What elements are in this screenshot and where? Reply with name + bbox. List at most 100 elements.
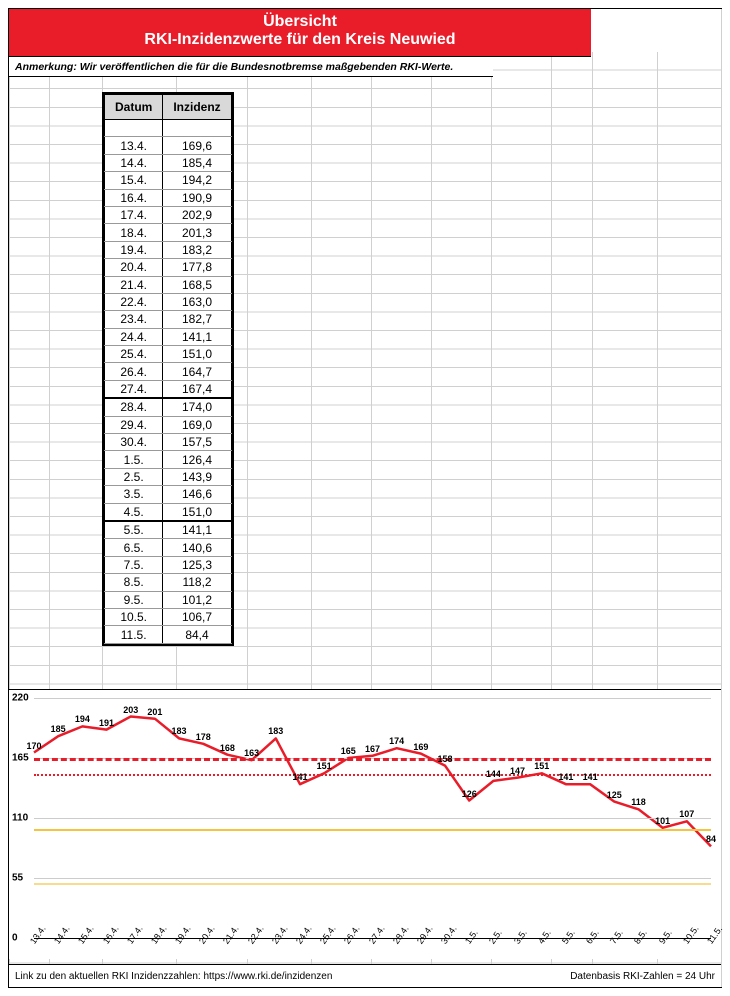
chart-point-label: 158 [438,754,453,764]
chart-reference-line [34,774,711,776]
table-row: 24.4. [105,328,163,345]
table-row: 190,9 [163,189,231,206]
table-row: 28.4. [105,398,163,416]
table-row: 202,9 [163,206,231,223]
table-row: 2.5. [105,468,163,485]
chart-point-label: 107 [679,809,694,819]
table-row: 177,8 [163,259,231,276]
chart-point-label: 169 [413,742,428,752]
table-row: 169,6 [163,137,231,154]
table-row: 146,6 [163,486,231,503]
table-row: 143,9 [163,468,231,485]
header-banner: Übersicht RKI-Inzidenzwerte für den Krei… [9,9,591,57]
footer-link-text: Link zu den aktuellen RKI Inzidenzzahlen… [15,971,332,982]
chart-point-label: 141 [292,772,307,782]
table-row: 3.5. [105,486,163,503]
chart-point-label: 167 [365,744,380,754]
table-row: 168,5 [163,276,231,293]
table-row: 22.4. [105,293,163,310]
table-row: 23.4. [105,311,163,328]
chart-ytick: 165 [12,753,29,764]
table-row: 126,4 [163,451,231,468]
table-row: 15.4. [105,172,163,189]
chart-point-label: 185 [51,724,66,734]
chart-point-label: 163 [244,748,259,758]
col-header-date: Datum [105,95,163,120]
chart-point-label: 178 [196,732,211,742]
table-row: 164,7 [163,363,231,380]
table-row: 151,0 [163,346,231,363]
table-row: 163,0 [163,293,231,310]
table-row: 26.4. [105,363,163,380]
table-row: 9.5. [105,591,163,608]
table-row: 118,2 [163,574,231,591]
chart-point-label: 147 [510,766,525,776]
table-row: 141,1 [163,328,231,345]
chart-point-label: 168 [220,743,235,753]
col-header-incidence: Inzidenz [163,95,231,120]
table-row: 201,3 [163,224,231,241]
table-row: 13.4. [105,137,163,154]
table-row: 157,5 [163,434,231,451]
table-row: 19.4. [105,241,163,258]
chart-ytick: 110 [12,813,28,824]
incidence-table: Datum Inzidenz 13.4.169,614.4.185,415.4.… [102,92,234,646]
chart-point-label: 126 [462,789,477,799]
chart-reference-line [34,883,711,885]
table-row: 140,6 [163,539,231,556]
table-row: 185,4 [163,154,231,171]
table-row [163,120,231,137]
table-row: 20.4. [105,259,163,276]
table-row: 141,1 [163,521,231,539]
table-row: 194,2 [163,172,231,189]
page: Übersicht RKI-Inzidenzwerte für den Krei… [8,8,722,988]
chart-ytick: 220 [12,693,29,704]
header-side-blank [591,9,721,52]
chart-point-label: 183 [268,726,283,736]
table-row [105,120,163,137]
table-row: 167,4 [163,380,231,398]
chart-point-label: 84 [706,834,716,844]
chart-point-label: 125 [607,790,622,800]
table-row: 174,0 [163,398,231,416]
table-row: 125,3 [163,556,231,573]
chart-point-label: 170 [26,741,41,751]
page-title-1: Übersicht [9,13,591,31]
chart-x-label: 13.4. [28,924,48,946]
table-row: 10.5. [105,608,163,625]
table-row: 183,2 [163,241,231,258]
chart-reference-line [34,829,711,831]
footer: Link zu den aktuellen RKI Inzidenzzahlen… [9,964,721,987]
chart-point-label: 191 [99,718,114,728]
table-row: 8.5. [105,574,163,591]
table-row: 7.5. [105,556,163,573]
table-row: 16.4. [105,189,163,206]
table-row: 151,0 [163,503,231,521]
table-row: 25.4. [105,346,163,363]
chart-ytick: 0 [12,933,18,944]
table-row: 182,7 [163,311,231,328]
chart-point-label: 183 [172,726,187,736]
chart-point-label: 174 [389,736,404,746]
table-row: 5.5. [105,521,163,539]
footer-right-text: Datenbasis RKI-Zahlen = 24 Uhr [570,971,715,982]
page-title-2: RKI-Inzidenzwerte für den Kreis Neuwied [9,31,591,49]
chart-point-label: 194 [75,714,90,724]
table-row: 84,4 [163,626,231,643]
table-row: 4.5. [105,503,163,521]
note-text: Anmerkung: Wir veröffentlichen die für d… [9,57,493,77]
table-row: 6.5. [105,539,163,556]
chart-point-label: 201 [147,707,162,717]
table-row: 17.4. [105,206,163,223]
chart-point-label: 165 [341,746,356,756]
chart-point-label: 141 [558,772,573,782]
chart-point-label: 151 [317,761,332,771]
chart-point-label: 118 [631,797,646,807]
chart-reference-line [34,758,711,761]
table-row: 11.5. [105,626,163,643]
chart-x-labels: 13.4.14.4.15.4.16.4.17.4.18.4.19.4.20.4.… [34,934,711,956]
chart-ytick: 55 [12,873,23,884]
chart-point-label: 151 [534,761,549,771]
incidence-chart: 0551101652201701851941912032011831781681… [9,689,721,959]
table-row: 30.4. [105,434,163,451]
